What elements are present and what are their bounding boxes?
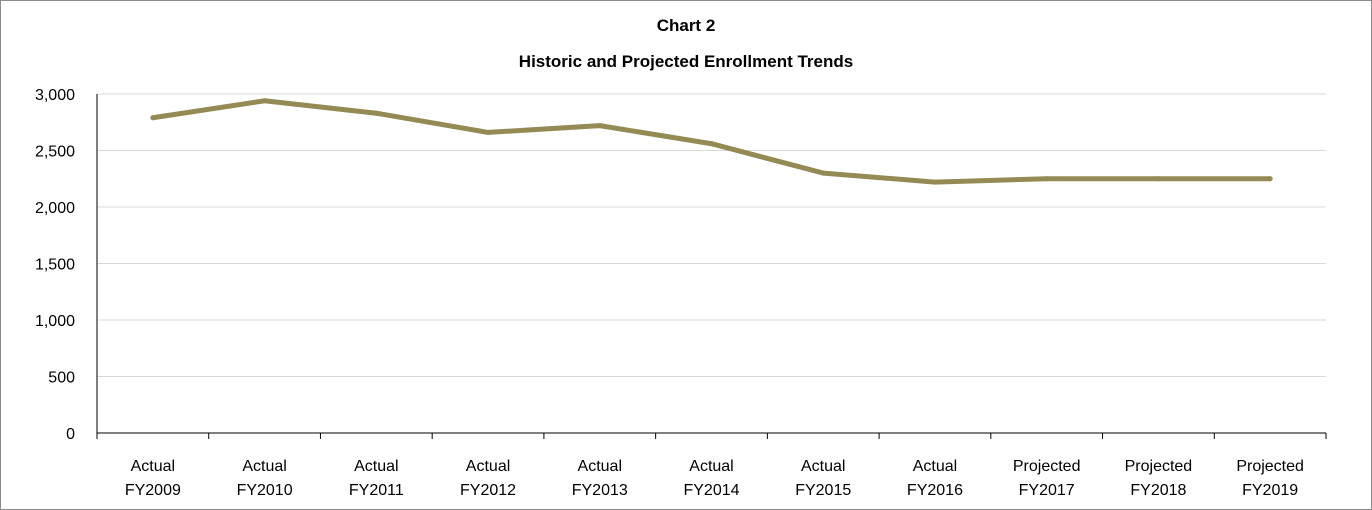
x-tick-label: Actual FY2011 (349, 458, 404, 499)
data-point (1155, 176, 1161, 182)
data-point (373, 110, 379, 116)
series-layer (150, 98, 1273, 185)
x-tick-label: Projected FY2017 (1013, 458, 1081, 499)
y-tick-label: 2,500 (35, 144, 75, 161)
x-tick-label: Actual FY2015 (795, 458, 851, 499)
chart-subtitle: Historic and Projected Enrollment Trends (519, 52, 853, 71)
x-tick-label: Projected FY2018 (1125, 458, 1193, 499)
axes (96, 94, 1327, 439)
y-tick-label: 1,000 (35, 313, 75, 330)
data-point (597, 123, 603, 129)
y-tick-label: 500 (48, 370, 75, 387)
x-axis-tick-labels: Actual FY2009 Actual FY2010 Actual FY2011 Actu… (125, 458, 1304, 499)
data-point (709, 141, 714, 147)
x-tick-label: Actual FY2016 (907, 458, 963, 499)
y-tick-label: 1,500 (35, 257, 75, 274)
gridlines (97, 93, 1326, 377)
x-tick-label: Actual FY2013 (572, 458, 628, 499)
y-tick-label: 3,000 (35, 87, 75, 104)
data-point (1044, 176, 1050, 182)
y-tick-label: 0 (66, 426, 75, 443)
x-tick-label: Actual FY2010 (237, 458, 293, 499)
y-axis-tick-labels: 0 500 1,000 1,500 2,000 2,500 3,000 (35, 87, 75, 443)
data-point (262, 98, 268, 104)
data-point (485, 129, 491, 135)
x-tick-label: Actual FY2012 (460, 458, 516, 499)
data-point (820, 170, 826, 176)
data-point (932, 179, 938, 185)
data-point (1267, 176, 1273, 182)
y-tick-label: 2,000 (35, 200, 75, 217)
x-tick-label: Projected FY2019 (1236, 458, 1304, 499)
x-tick-label: Actual FY2009 (125, 458, 181, 499)
data-point (150, 115, 156, 121)
x-tick-label: Actual FY2014 (683, 458, 739, 499)
chart-title: Chart 2 (657, 16, 716, 35)
